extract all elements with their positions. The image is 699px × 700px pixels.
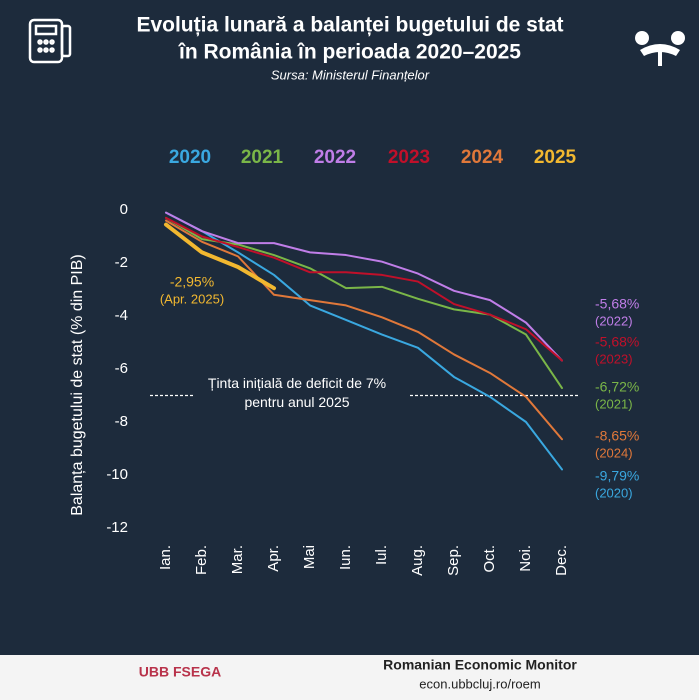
value-label-note: (2024) (595, 445, 633, 460)
value-label: -6,72% (595, 379, 639, 395)
x-tick-label: Dec. (553, 545, 570, 576)
x-tick-label: Feb. (193, 545, 210, 575)
x-tick-label: Oct. (481, 545, 498, 573)
value-label-note: (2022) (595, 313, 633, 328)
x-tick-label: Sep. (445, 545, 462, 576)
series-line (165, 216, 563, 362)
x-tick-label: Mai (301, 545, 318, 569)
series-line (165, 211, 563, 362)
value-label: -9,79% (595, 468, 639, 484)
chart-title: în România în perioada 2020–2025 (178, 41, 521, 64)
balance-icon (635, 31, 685, 66)
footer-url: econ.ubbcluj.ro/roem (419, 676, 540, 691)
value-label: -8,65% (595, 428, 639, 444)
legend-entry: 2024 (461, 147, 504, 168)
legend-entry: 2025 (534, 147, 577, 168)
value-label: -2,95% (170, 274, 214, 290)
legend-entry: 2023 (388, 147, 430, 168)
x-tick-label: Aug. (409, 545, 426, 576)
legend-entry: 2021 (241, 147, 284, 168)
y-tick-label: -6 (115, 360, 128, 377)
target-label: Ținta inițială de deficit de 7% (208, 375, 386, 391)
x-tick-label: Iun. (337, 545, 354, 570)
x-tick-label: Iul. (373, 545, 390, 565)
value-label-note: (2021) (595, 396, 633, 411)
target-label: pentru anul 2025 (244, 394, 349, 410)
y-tick-label: -10 (106, 466, 128, 483)
series-line (165, 219, 563, 441)
footer-title: Romanian Economic Monitor (383, 657, 577, 673)
background (0, 0, 699, 655)
value-label: -5,68% (595, 334, 639, 350)
x-tick-label: Apr. (265, 545, 282, 572)
y-tick-label: -2 (115, 254, 128, 271)
series-line (165, 211, 563, 471)
footer-band (0, 655, 699, 700)
y-tick-label: -8 (115, 413, 128, 430)
value-label-note: (2020) (595, 485, 633, 500)
y-axis-label: Balanța bugetului de stat (% din PIB) (69, 254, 86, 516)
legend-entry: 2020 (169, 147, 211, 168)
x-tick-label: Mar. (229, 545, 246, 574)
x-tick-label: Ian. (157, 545, 174, 570)
x-tick-label: Noi. (517, 545, 534, 572)
series-line (164, 222, 276, 291)
y-tick-label: -12 (106, 519, 128, 536)
y-tick-label: -4 (115, 307, 128, 324)
value-label-note: (2023) (595, 351, 633, 366)
y-tick-label: 0 (120, 201, 128, 218)
calculator-icon (28, 18, 72, 64)
chart-subtitle: Sursa: Ministerul Finanțelor (271, 67, 430, 82)
value-label: -5,68% (595, 296, 639, 312)
chart-title: Evoluția lunară a balanței bugetului de … (136, 14, 563, 37)
value-label-note: (Apr. 2025) (160, 291, 224, 306)
footer-brand: UBB FSEGA (139, 664, 221, 680)
legend-entry: 2022 (314, 147, 356, 168)
